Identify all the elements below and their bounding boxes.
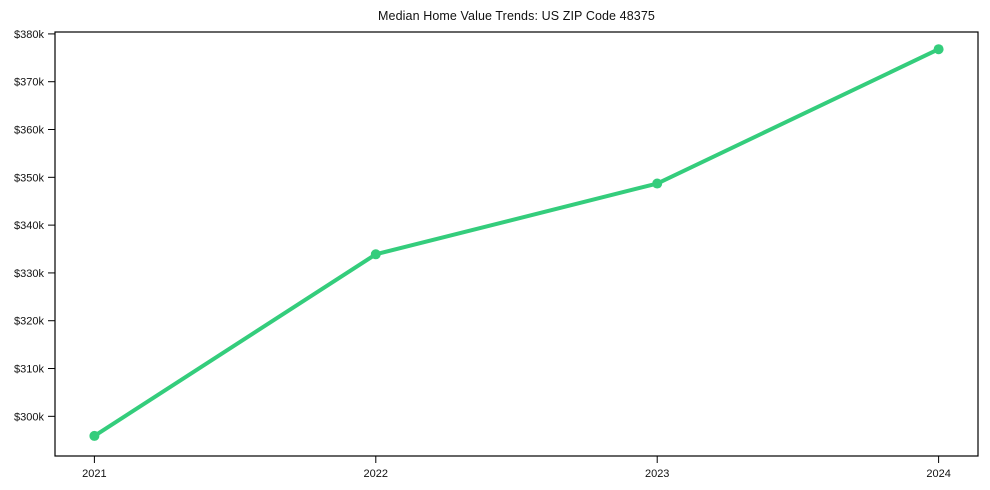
- chart-title: Median Home Value Trends: US ZIP Code 48…: [378, 9, 655, 23]
- y-tick-label: $330k: [14, 268, 44, 280]
- data-point: [652, 178, 663, 189]
- y-tick-label: $380k: [14, 29, 44, 41]
- y-tick-label: $360k: [14, 125, 44, 137]
- y-tick-label: $340k: [14, 220, 44, 232]
- data-point: [89, 430, 100, 441]
- x-tick-label: 2022: [364, 468, 388, 480]
- y-tick-label: $320k: [14, 316, 44, 328]
- data-point: [370, 249, 381, 260]
- y-tick-label: $300k: [14, 411, 44, 423]
- y-tick-label: $310k: [14, 364, 44, 376]
- y-tick-label: $370k: [14, 77, 44, 89]
- x-tick-label: 2021: [82, 468, 106, 480]
- data-point: [933, 44, 944, 55]
- y-tick-label: $350k: [14, 172, 44, 184]
- x-tick-label: 2024: [926, 468, 950, 480]
- trend-line: [92, 47, 941, 438]
- plot-frame: [54, 31, 979, 457]
- x-tick-label: 2023: [645, 468, 669, 480]
